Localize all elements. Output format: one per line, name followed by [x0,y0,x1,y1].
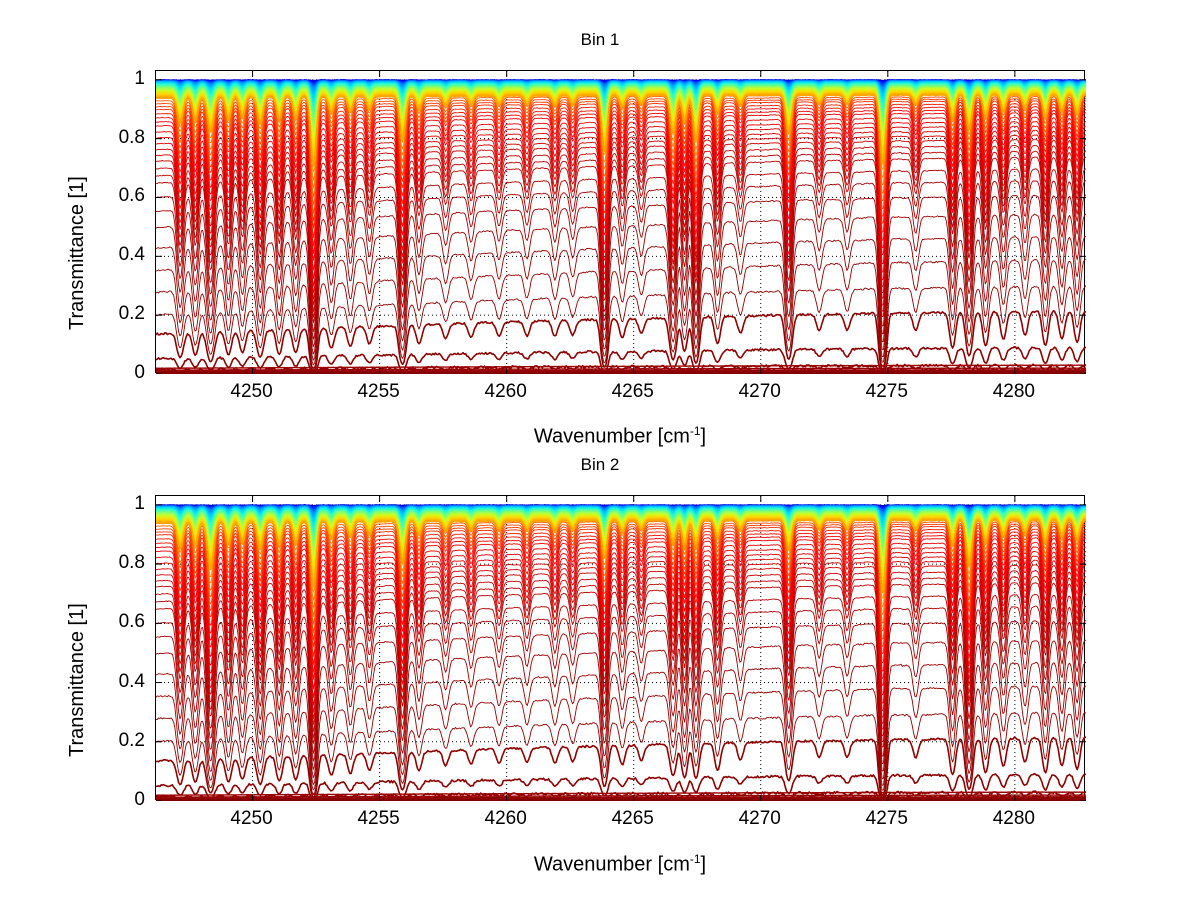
x-tick-label: 4265 [612,808,654,830]
y-tick-label: 0.2 [65,730,145,752]
y-tick-label: 0.8 [65,127,145,149]
spectrum-line [156,214,1086,354]
x-axis-title-bracket: ] [701,854,707,876]
plot-title-bin-1: Bin 1 [0,30,1200,50]
x-axis-title-text: Wavenumber [cm [534,854,690,876]
y-tick-label: 0.2 [65,303,145,325]
spectrum-line [156,195,1086,347]
spectra-canvas-bin-1 [156,71,1086,374]
y-tick-label: 0.4 [65,244,145,266]
x-axis-title-exponent: -1 [690,852,701,866]
x-axis-title-bin-2: Wavenumber [cm-1] [155,852,1085,877]
plot-panel-bin-1: Bin 1 Transmittance [1] Wavenumber [cm-1… [0,0,1200,455]
x-tick-label: 4280 [993,808,1035,830]
y-tick-label: 1 [65,493,145,515]
spectrum-line [156,640,1086,778]
x-tick-label: 4275 [866,808,908,830]
plot-panel-bin-2: Bin 2 Transmittance [1] Wavenumber [cm-1… [0,430,1200,901]
axes-area-bin-1 [155,70,1085,373]
x-tick-label: 4250 [230,808,272,830]
x-tick-label: 4265 [612,381,654,403]
x-tick-label: 4270 [739,381,781,403]
x-tick-label: 4255 [357,381,399,403]
y-tick-label: 0.4 [65,671,145,693]
y-tick-label: 0 [65,789,145,811]
y-tick-label: 0.8 [65,552,145,574]
x-tick-label: 4260 [485,381,527,403]
y-tick-label: 0.6 [65,185,145,207]
spectra-series-group [156,505,1086,801]
x-tick-label: 4280 [993,381,1035,403]
spectra-canvas-bin-2 [156,496,1086,801]
x-tick-label: 4275 [866,381,908,403]
x-tick-label: 4255 [357,808,399,830]
x-tick-label: 4270 [739,808,781,830]
y-tick-label: 1 [65,68,145,90]
axes-area-bin-2 [155,495,1085,800]
y-tick-label: 0.6 [65,611,145,633]
plot-title-bin-2: Bin 2 [0,455,1200,475]
x-tick-label: 4260 [485,808,527,830]
y-tick-label: 0 [65,362,145,384]
x-tick-label: 4250 [230,381,272,403]
spectra-series-group [156,80,1086,374]
